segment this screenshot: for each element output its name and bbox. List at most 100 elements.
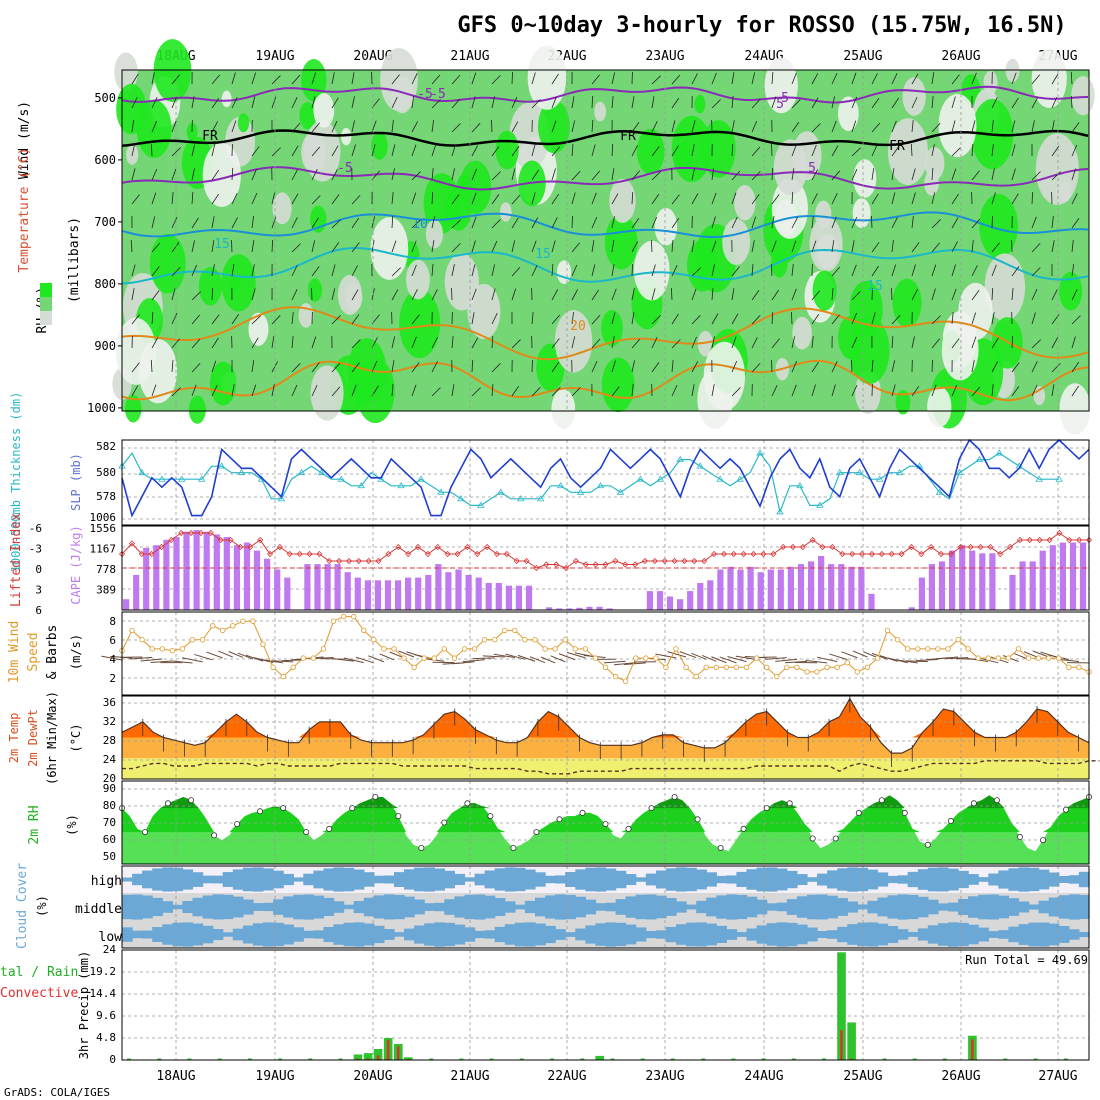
rh-patch [202,142,241,207]
cloud-cell [605,922,617,947]
cape-bar [546,607,553,610]
cloud-cell [615,899,627,915]
cloud-cell [696,922,707,947]
cape-bar [435,564,442,610]
cloud-cell [1038,922,1050,947]
precip-trace [731,1058,736,1060]
cloud-cell [1008,868,1020,891]
cape-bar [364,580,371,610]
cloud-cell [535,872,546,887]
wind-barb [851,96,858,109]
wind-barb [951,168,957,181]
cape-bar [908,607,915,610]
cloud-cell [192,872,204,887]
wind-barb [471,122,481,133]
wind-barb [631,122,640,133]
precip-trace [459,1058,464,1060]
wind-barb [771,167,774,181]
wind-speed-point [149,646,155,652]
wind-barb [911,73,919,85]
cape-bar [697,583,704,610]
wind-barb [531,264,538,277]
cape-bar [344,572,351,610]
cloud-cell [837,926,848,943]
rh-point [740,825,747,832]
surface-barb [691,652,707,660]
cloud-cell [242,899,254,915]
cloud-cell [807,927,818,942]
wind-speed-point [602,664,609,670]
li-point [928,543,935,551]
cloud-cell [998,930,1009,939]
wind-speed-point [542,646,548,652]
wind-barb [131,288,135,301]
wind-speed-point [633,655,639,661]
wind-barb [671,97,680,109]
wind-barb [871,144,878,157]
wind-barb [391,289,399,301]
wind-barb [611,336,615,349]
wind-barb [191,384,197,397]
wind-barb [711,216,716,229]
wind-barb [991,168,995,181]
wind-barb [271,147,281,157]
cloud-cell [222,932,234,937]
cloud-cell [897,929,909,940]
wind-barb [131,144,135,157]
wind-barb [711,384,715,397]
li-point [247,543,254,551]
wind-speed-point [240,618,246,624]
wind-barb [151,216,156,229]
li-point [987,543,994,551]
cloud-cell [373,925,385,944]
cloud-cell [575,869,586,890]
wind-barb [931,384,937,397]
cloud-cell [595,903,607,911]
li-point [918,550,925,558]
wind-barb [711,288,714,301]
cloud-cell [535,923,546,946]
surface-barb [735,655,757,661]
thickness-point [556,481,565,489]
wind-barb [891,97,899,109]
rh-patch [153,39,192,102]
cloud-cell [645,873,657,886]
surface-barb [332,657,354,662]
cloud-cell [796,896,808,918]
temp-line [121,697,1090,754]
wind-barb [150,359,153,373]
cloud-cell [404,928,415,941]
rh-patch [983,70,998,95]
wind-barb [311,217,319,229]
slp-thickness-panel: 582580578100610141012101010081000-500mb … [9,392,1090,572]
wind-barb [771,338,780,349]
wind-speed-point [975,655,981,661]
wind-barb [191,192,194,205]
label-10m-wind: 10m Wind [7,621,22,684]
wind-barb [651,75,661,85]
rh-patch [941,318,979,381]
cloud-cell [303,930,314,939]
wind-barb [351,144,356,157]
cloud-cell [615,922,627,947]
rh-point [188,797,195,804]
wind-barb [251,337,259,349]
wind-speed-point [824,664,830,670]
wind-barb [531,99,541,109]
li-point [612,557,619,565]
surface-barb [1032,650,1049,658]
cloud-cell [1068,929,1080,940]
wind-speed-point [562,637,568,643]
wind-barb [571,289,579,301]
precip-total-bar [363,1053,373,1060]
li-point [997,550,1004,558]
cloud-cell [615,870,627,889]
wind-barb [851,384,858,397]
wind-barb [1011,144,1016,157]
thickness-tick: 578 [96,490,116,503]
wind-barb [131,168,136,181]
li-tick: 0 [35,563,42,576]
wind-barb [471,359,474,373]
wind-speed-point [1005,655,1012,661]
